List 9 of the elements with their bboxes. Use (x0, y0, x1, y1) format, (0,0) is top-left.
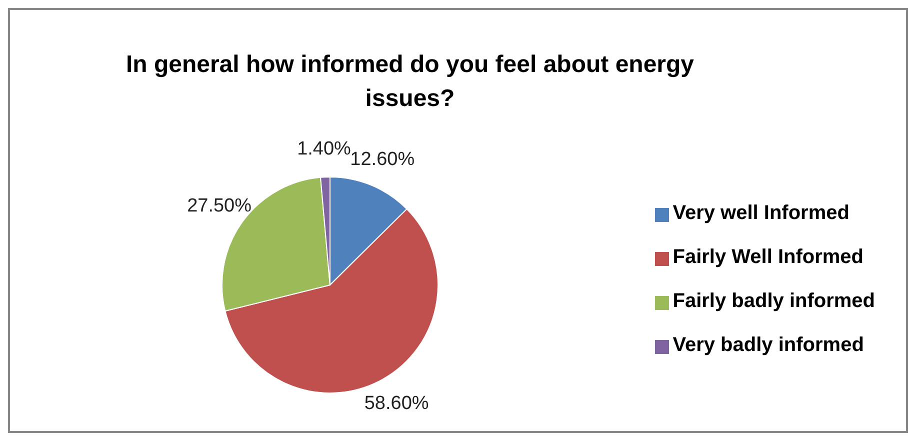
legend-label: Fairly Well Informed (672, 246, 864, 268)
data-label: 27.50% (187, 195, 252, 216)
data-label: 1.40% (297, 138, 352, 160)
legend-label: Fairly badly informed (672, 290, 875, 312)
legend-label: Very badly informed (672, 334, 864, 356)
chart-title: In general how informed do you feel about energy issues? (124, 50, 696, 114)
data-label: 58.60% (364, 393, 429, 414)
data-label: 12.60% (350, 148, 415, 170)
legend-label: Very well Informed (672, 202, 850, 224)
